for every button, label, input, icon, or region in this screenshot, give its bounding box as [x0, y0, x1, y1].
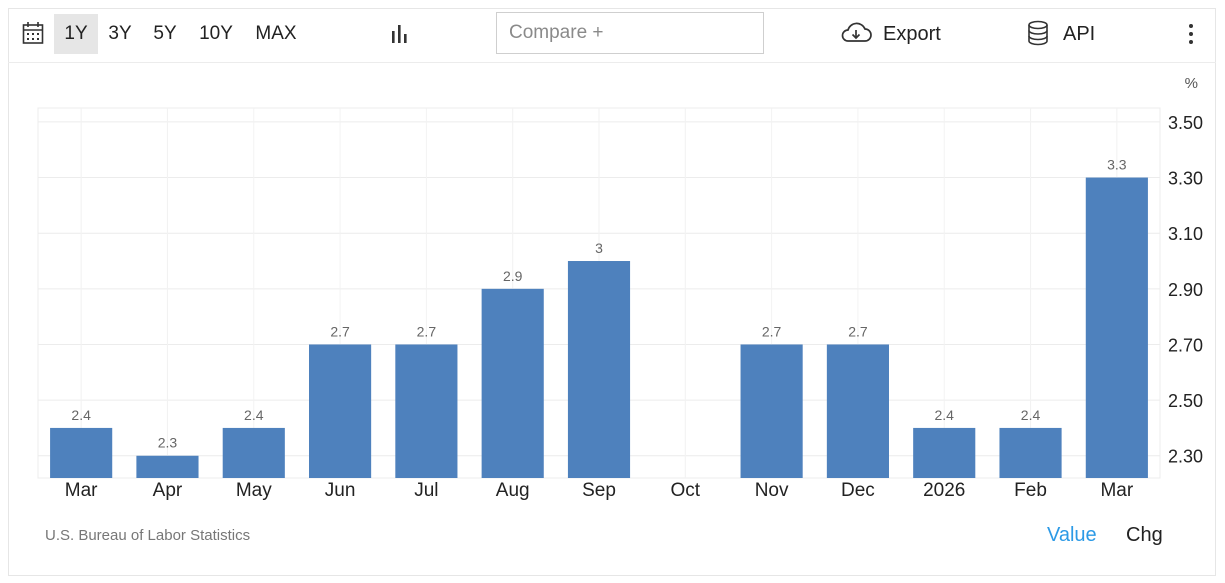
database-icon — [1028, 20, 1048, 46]
x-tick-label: Dec — [841, 480, 875, 501]
bar — [740, 344, 803, 478]
data-label: 2.9 — [503, 268, 523, 284]
bar — [1085, 177, 1148, 478]
bar — [567, 261, 631, 478]
toolbar-divider — [8, 62, 1216, 63]
x-tick-label: Jul — [414, 480, 438, 501]
data-label: 2.7 — [417, 323, 437, 339]
data-label: 2.7 — [762, 323, 782, 339]
range-10y-button[interactable]: 10Y — [199, 23, 233, 44]
data-label: 2.3 — [158, 435, 178, 451]
more-options-icon[interactable] — [1186, 24, 1196, 48]
chg-toggle[interactable]: Chg — [1126, 524, 1163, 546]
x-tick-label: Nov — [755, 480, 789, 501]
y-tick-label: 2.70 — [1168, 335, 1203, 355]
bar — [50, 427, 113, 478]
x-tick-label: Feb — [1014, 480, 1047, 501]
bar — [913, 427, 976, 478]
data-label: 2.4 — [1021, 407, 1041, 423]
range-5y-button[interactable]: 5Y — [153, 23, 177, 44]
x-tick-label: 2026 — [923, 480, 965, 501]
data-label: 2.4 — [244, 407, 264, 423]
value-toggle[interactable]: Value — [1047, 524, 1097, 546]
data-label: 2.7 — [848, 323, 868, 339]
source-label: U.S. Bureau of Labor Statistics — [45, 527, 251, 544]
bar — [309, 344, 372, 478]
x-tick-label: Sep — [582, 480, 616, 501]
bar-chart-type-icon[interactable] — [390, 23, 412, 45]
toolbar: 1Y 3Y 5Y 10Y MAX Export API — [8, 8, 1216, 62]
bar — [826, 344, 889, 478]
x-tick-label: May — [236, 480, 272, 501]
bar — [999, 427, 1062, 478]
compare-input[interactable] — [509, 14, 751, 52]
y-tick-label: 3.10 — [1168, 224, 1203, 244]
range-max-button[interactable]: MAX — [255, 23, 297, 44]
y-unit-label: % — [1185, 75, 1198, 92]
data-label: 2.4 — [934, 407, 954, 423]
x-tick-label: Apr — [153, 480, 183, 501]
data-label: 2.7 — [330, 323, 350, 339]
x-tick-label: Mar — [1100, 480, 1133, 501]
data-label: 3 — [595, 240, 603, 256]
x-tick-label: Aug — [496, 480, 530, 501]
x-tick-label: Jun — [325, 480, 356, 501]
compare-input-box[interactable] — [496, 12, 764, 54]
y-tick-label: 2.90 — [1168, 280, 1203, 300]
bar — [222, 427, 285, 478]
export-button[interactable]: Export — [840, 14, 950, 54]
chart-frame — [8, 8, 1216, 576]
api-button[interactable]: API — [1026, 14, 1106, 54]
data-label: 3.3 — [1107, 157, 1127, 173]
range-1y-button[interactable]: 1Y — [54, 14, 98, 54]
bar — [136, 455, 199, 478]
x-tick-label: Oct — [671, 480, 701, 501]
range-3y-button[interactable]: 3Y — [108, 23, 132, 44]
y-tick-label: 3.30 — [1168, 169, 1203, 189]
calendar-icon[interactable] — [22, 21, 44, 45]
data-label: 2.4 — [71, 407, 91, 423]
y-tick-label: 2.50 — [1168, 391, 1203, 411]
y-tick-label: 3.50 — [1168, 113, 1203, 133]
cloud-download-icon — [841, 22, 872, 42]
x-tick-label: Mar — [65, 480, 98, 501]
bar — [395, 344, 458, 478]
api-label: API — [1063, 23, 1096, 45]
export-label: Export — [883, 23, 941, 45]
bar — [481, 288, 544, 478]
y-tick-label: 2.30 — [1168, 447, 1203, 467]
